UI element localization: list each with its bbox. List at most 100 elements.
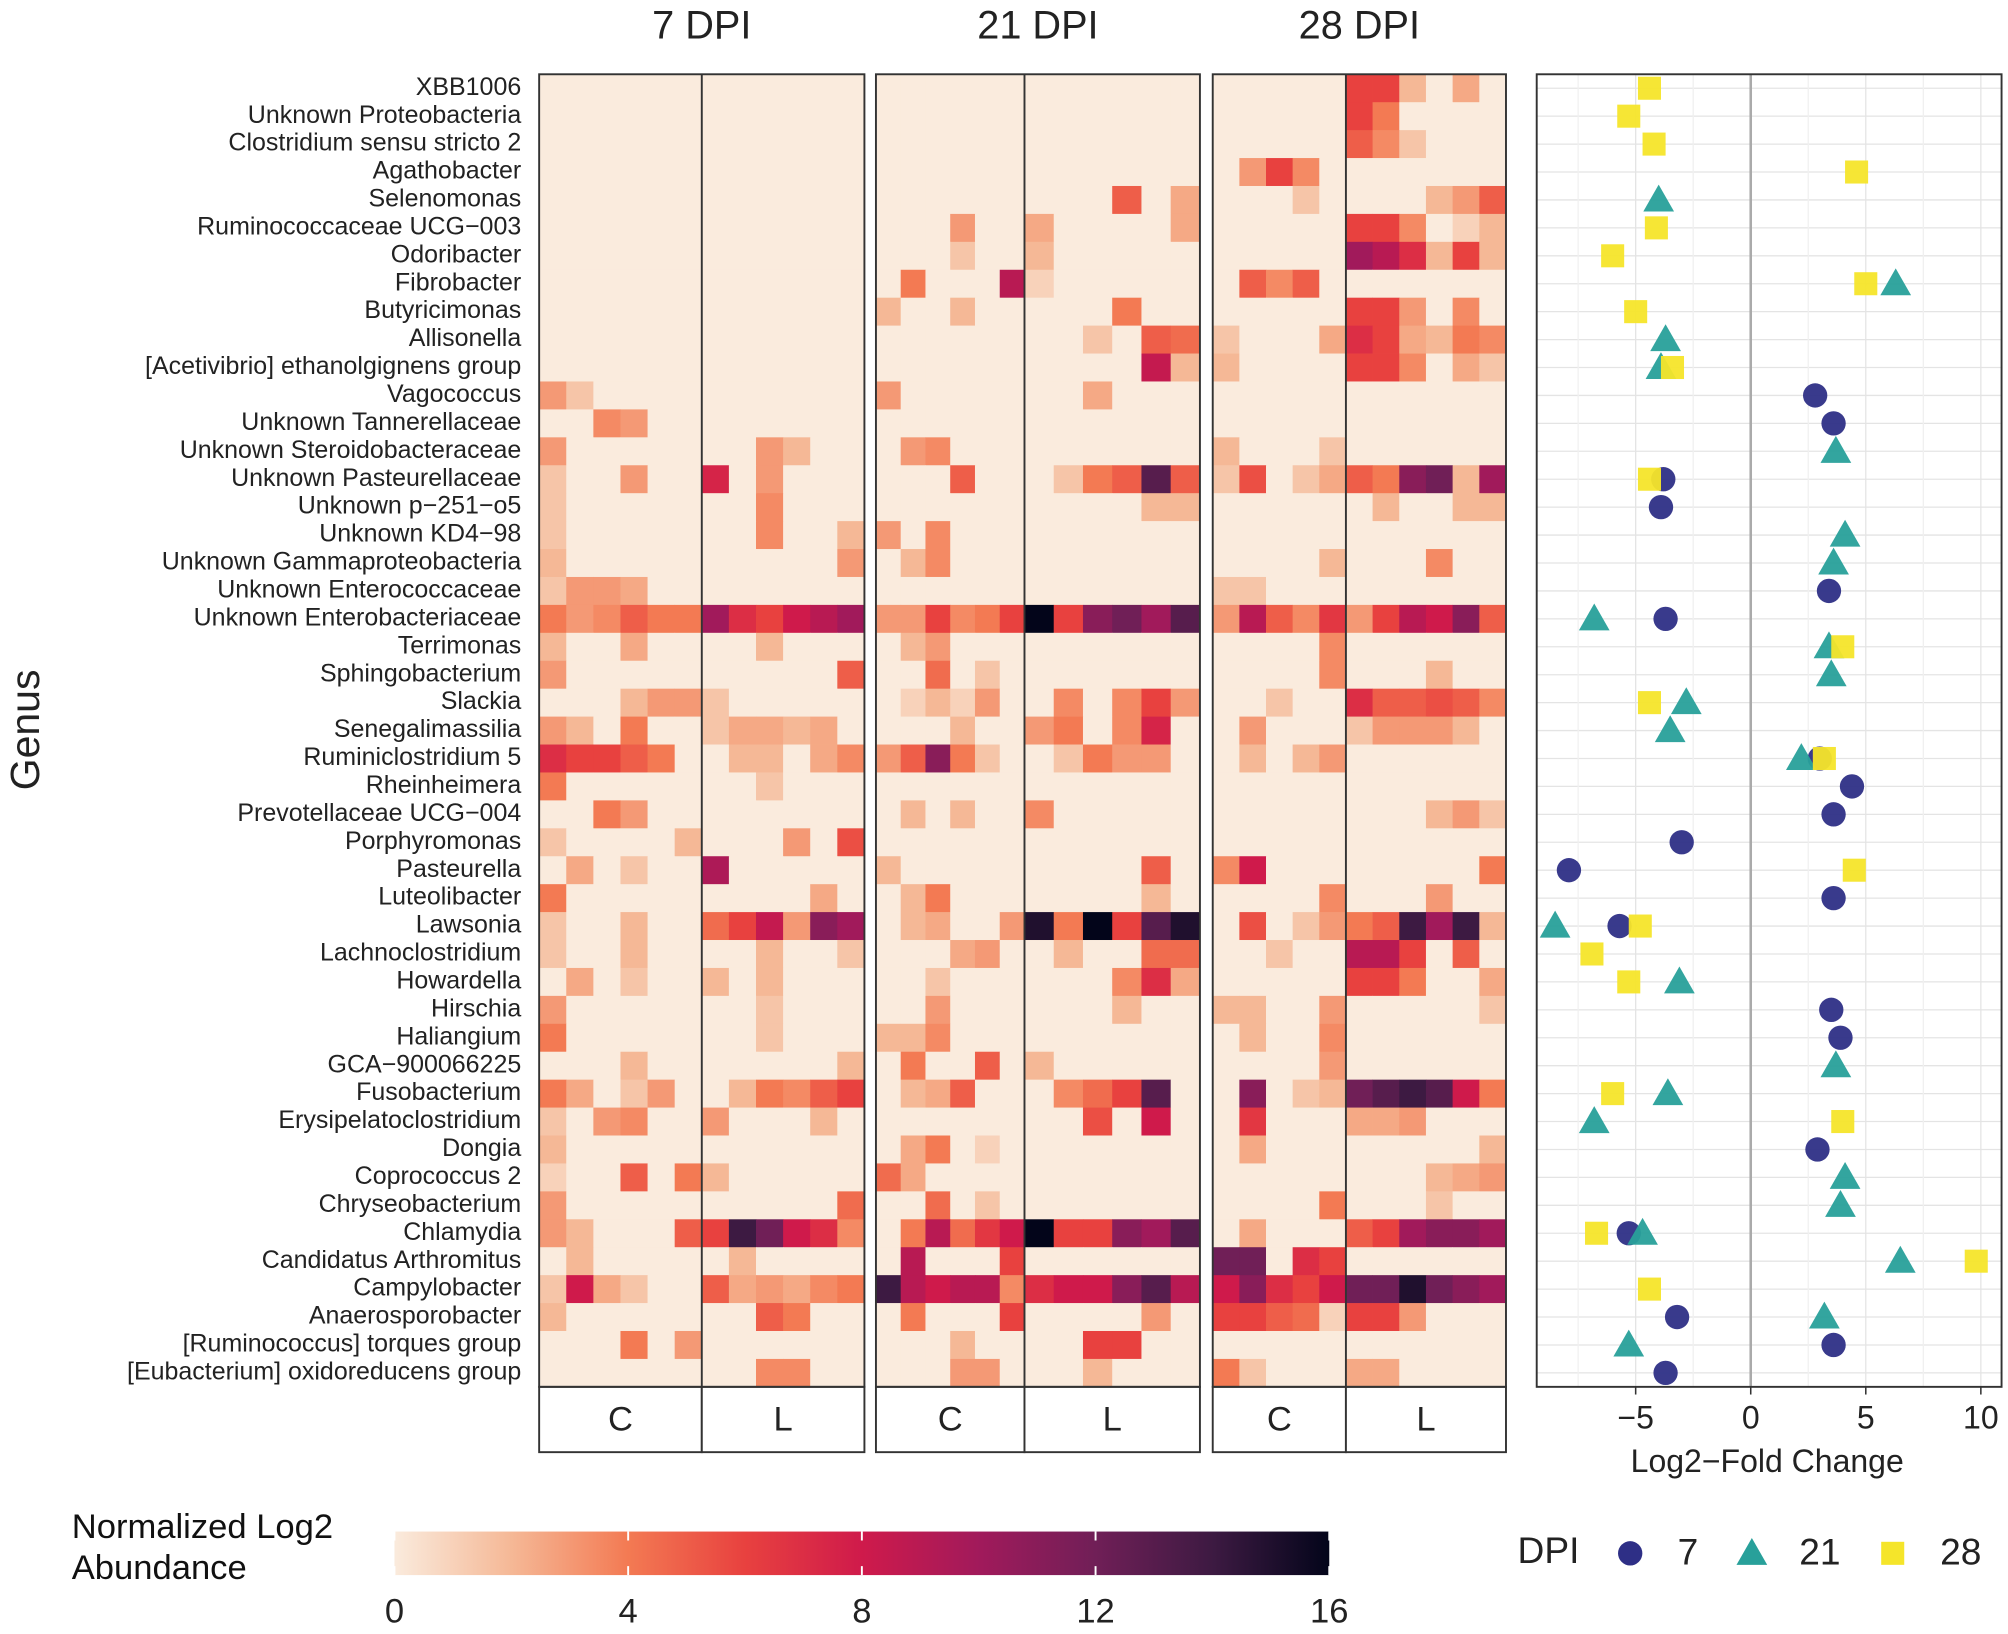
heatmap-cell bbox=[1212, 800, 1240, 829]
heatmap-cell bbox=[1082, 1330, 1113, 1360]
heatmap-cell bbox=[566, 521, 594, 550]
heatmap-cell bbox=[999, 297, 1025, 327]
heatmap-cell bbox=[755, 604, 784, 634]
heatmap-cell bbox=[1024, 912, 1055, 941]
heatmap-cell bbox=[728, 1219, 757, 1248]
heatmap-cell bbox=[674, 660, 703, 690]
panel-title: 7 DPI bbox=[652, 4, 751, 48]
heatmap-cell bbox=[566, 381, 594, 410]
heatmap-cell bbox=[593, 856, 621, 885]
heatmap-cell bbox=[728, 185, 757, 215]
heatmap-cell bbox=[1345, 1303, 1373, 1332]
heatmap-cell bbox=[1399, 744, 1427, 773]
heatmap-cell bbox=[810, 1107, 838, 1136]
heatmap-cell bbox=[647, 688, 676, 717]
heatmap-cell bbox=[875, 1330, 902, 1360]
heatmap-cell bbox=[1239, 465, 1267, 494]
heatmap-cell bbox=[1024, 1303, 1055, 1332]
heatmap-cell bbox=[1399, 493, 1427, 522]
heatmap-cell bbox=[1319, 1051, 1347, 1081]
heatmap-cell bbox=[1319, 1303, 1347, 1332]
heatmap-cell bbox=[1266, 102, 1294, 131]
point bbox=[1820, 1050, 1852, 1078]
heatmap-cell bbox=[950, 604, 976, 634]
heatmap-cell bbox=[1399, 1051, 1427, 1081]
heatmap-cell bbox=[1082, 884, 1113, 913]
heatmap-cell bbox=[974, 744, 1001, 773]
heatmap-cell bbox=[1141, 1079, 1172, 1108]
heatmap-cell bbox=[875, 912, 902, 941]
heatmap-cell bbox=[1212, 465, 1240, 494]
heatmap-cell bbox=[1372, 381, 1400, 410]
heatmap-cell bbox=[1452, 381, 1480, 410]
heatmap-cell bbox=[1170, 1163, 1201, 1192]
heatmap-cell bbox=[539, 940, 567, 969]
row-label: XBB1006 bbox=[416, 73, 522, 101]
heatmap-cell bbox=[566, 158, 594, 187]
legend-title: DPI bbox=[1518, 1529, 1580, 1571]
heatmap-cell bbox=[647, 130, 676, 159]
heatmap-cell bbox=[950, 437, 976, 466]
heatmap-cell bbox=[1399, 213, 1427, 243]
heatmap-cell bbox=[1024, 493, 1055, 522]
heatmap-cell bbox=[539, 1219, 567, 1248]
heatmap-cell bbox=[1479, 1079, 1507, 1108]
heatmap-cell bbox=[674, 604, 703, 634]
heatmap-cell bbox=[593, 716, 621, 745]
heatmap-cell bbox=[1212, 269, 1240, 299]
heatmap-cell bbox=[728, 744, 757, 773]
heatmap-cell bbox=[1170, 185, 1201, 215]
heatmap-cell bbox=[1053, 884, 1084, 913]
heatmap-cell bbox=[875, 744, 902, 773]
heatmap-cell bbox=[1452, 74, 1480, 103]
heatmap-cell bbox=[1024, 1163, 1055, 1192]
heatmap-cell bbox=[1345, 353, 1373, 382]
heatmap-cell bbox=[1170, 940, 1201, 969]
heatmap-cell bbox=[1266, 716, 1294, 745]
heatmap-cell bbox=[1239, 381, 1267, 410]
row-label: Vagococcus bbox=[387, 380, 521, 408]
heatmap-cell bbox=[1212, 74, 1240, 103]
heatmap-cell bbox=[1292, 1358, 1320, 1388]
heatmap-cell bbox=[1345, 576, 1373, 606]
heatmap-cell bbox=[810, 660, 838, 690]
row-label: Rheinheimera bbox=[366, 771, 522, 799]
colorbar-title: Normalized Log2 Abundance bbox=[71, 1507, 334, 1587]
heatmap-cell bbox=[1319, 158, 1347, 187]
heatmap-cell bbox=[900, 744, 926, 773]
heatmap-cell bbox=[1292, 493, 1320, 522]
heatmap-cell bbox=[1372, 940, 1400, 969]
heatmap-cell bbox=[1292, 353, 1320, 382]
heatmap-cell bbox=[783, 409, 811, 438]
heatmap-cell bbox=[1112, 549, 1142, 578]
heatmap-cell bbox=[999, 856, 1025, 885]
heatmap-cell bbox=[593, 549, 621, 578]
heatmap-cell bbox=[1141, 967, 1172, 997]
heatmap-cell bbox=[755, 1303, 784, 1332]
heatmap-cell bbox=[810, 912, 838, 941]
heatmap-cell bbox=[593, 1163, 621, 1192]
heatmap-cell bbox=[647, 549, 676, 578]
heatmap-cell bbox=[810, 967, 838, 997]
heatmap-cell bbox=[566, 437, 594, 466]
heatmap-cell bbox=[1479, 1247, 1507, 1276]
heatmap-cell bbox=[1112, 1330, 1142, 1360]
heatmap-cell bbox=[950, 465, 976, 494]
heatmap-cell bbox=[755, 884, 784, 913]
heatmap-cell bbox=[1082, 1303, 1113, 1332]
heatmap-cell bbox=[1345, 1247, 1373, 1276]
row-label: Erysipelatoclostridium bbox=[278, 1106, 521, 1134]
heatmap-cell bbox=[999, 409, 1025, 438]
heatmap-cell bbox=[701, 1275, 730, 1304]
heatmap-cell bbox=[974, 1247, 1001, 1276]
heatmap-cell bbox=[925, 465, 951, 494]
heatmap-cell bbox=[701, 185, 730, 215]
point bbox=[1627, 1217, 1658, 1245]
heatmap-cell bbox=[674, 1135, 703, 1164]
heatmap-cell bbox=[1170, 995, 1201, 1025]
heatmap-cell bbox=[1170, 297, 1201, 327]
heatmap-cell bbox=[783, 716, 811, 745]
heatmap-cell bbox=[539, 632, 567, 662]
heatmap-cell bbox=[810, 521, 838, 550]
heatmap-cell bbox=[1082, 800, 1113, 829]
